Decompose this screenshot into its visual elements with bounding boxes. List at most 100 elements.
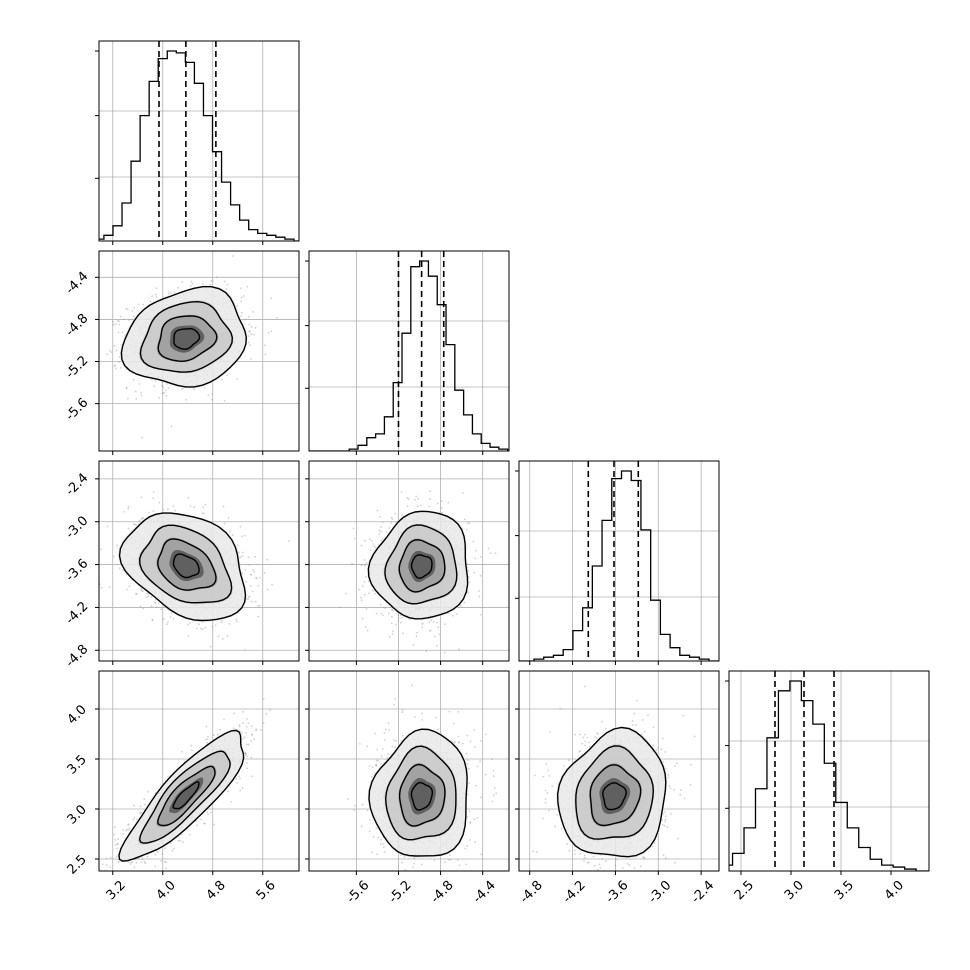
contour-line	[139, 300, 234, 373]
scatter-point	[123, 318, 125, 321]
scatter-point	[242, 737, 244, 740]
scatter-point	[248, 323, 251, 326]
scatter-point	[440, 500, 443, 503]
scatter-point	[204, 738, 207, 741]
scatter-point	[201, 628, 204, 631]
scatter-point	[158, 501, 161, 504]
scatter-point	[132, 818, 135, 821]
scatter-point	[397, 614, 400, 617]
scatter-point	[245, 732, 248, 734]
scatter-point	[479, 613, 482, 616]
scatter-point	[257, 605, 259, 607]
scatter-point	[247, 596, 250, 599]
scatter-point	[154, 601, 156, 604]
scatter-point	[435, 621, 438, 624]
scatter-point	[401, 514, 404, 517]
scatter-point	[406, 505, 409, 507]
scatter-point	[187, 623, 189, 626]
scatter-point	[217, 733, 219, 736]
scatter-point	[166, 383, 169, 385]
scatter-point	[96, 343, 98, 345]
scatter-point	[202, 283, 205, 286]
scatter-point	[473, 571, 476, 574]
scatter-point	[392, 630, 394, 632]
histogram-step	[99, 50, 299, 241]
scatter-point	[116, 544, 118, 547]
scatter-point	[140, 392, 142, 394]
scatter-point	[70, 341, 72, 343]
scatter-point	[248, 330, 251, 333]
scatter-point	[154, 380, 157, 383]
scatter-point	[444, 623, 446, 626]
scatter-point	[106, 525, 109, 528]
scatter-point	[236, 620, 238, 623]
scatter-point	[127, 505, 130, 508]
scatter-point	[394, 512, 397, 515]
scatter-point	[187, 634, 190, 637]
scatter-point	[191, 749, 193, 752]
scatter-point	[400, 491, 403, 494]
scatter-point	[223, 522, 226, 525]
scatter-point	[189, 622, 192, 624]
scatter-point	[400, 616, 403, 619]
scatter-point	[270, 297, 273, 300]
scatter-point	[254, 326, 257, 329]
grid	[309, 251, 509, 451]
scatter-point	[240, 300, 242, 303]
scatter-point	[395, 521, 397, 523]
scatter-point	[388, 527, 391, 529]
scatter-point	[127, 507, 130, 510]
scatter-point	[369, 549, 372, 552]
scatter-point	[138, 383, 141, 385]
contour-line	[367, 510, 469, 620]
scatter-point	[458, 648, 460, 651]
panel-frame	[308, 460, 510, 662]
scatter-point	[142, 516, 144, 519]
scatter-point	[276, 316, 278, 319]
scatter-point	[365, 562, 368, 564]
panel-frame	[98, 250, 300, 452]
scatter-point	[240, 287, 242, 290]
scatter-point	[447, 501, 450, 504]
scatter-point	[189, 833, 191, 836]
scatter-point	[379, 515, 382, 518]
scatter-point	[203, 386, 206, 389]
scatter-point	[472, 540, 475, 543]
scatter-point	[181, 750, 183, 753]
scatter-point	[437, 626, 440, 629]
scatter-point	[371, 589, 374, 592]
scatter-point	[127, 824, 130, 826]
scatter-point	[181, 281, 184, 283]
scatter-point	[192, 388, 195, 391]
scatter-point	[399, 621, 402, 624]
scatter-point	[225, 374, 228, 377]
scatter-point	[267, 331, 270, 334]
scatter-point	[152, 491, 155, 493]
scatter-point	[238, 551, 240, 554]
scatter-point	[242, 722, 244, 725]
scatter-point	[416, 631, 418, 634]
scatter-point	[247, 598, 250, 600]
scatter-point	[170, 425, 173, 428]
scatter-point	[247, 341, 250, 344]
scatter-point	[193, 506, 196, 509]
scatter-point	[475, 549, 478, 552]
scatter-point	[380, 525, 383, 528]
scatter-point	[263, 344, 266, 347]
scatter-point	[113, 365, 116, 368]
scatter-point	[131, 861, 134, 863]
scatter-point	[368, 592, 371, 595]
panel-frame	[98, 460, 300, 662]
scatter-point	[161, 392, 164, 395]
scatter-point	[223, 280, 226, 283]
scatter-point	[111, 320, 114, 323]
scatter-point	[248, 344, 251, 347]
scatter-point	[250, 358, 252, 360]
scatter-point	[397, 617, 400, 620]
scatter-point	[141, 856, 143, 859]
scatter-point	[467, 569, 470, 572]
scatter-point	[353, 537, 356, 540]
density-shading	[117, 512, 247, 623]
pair-panel-2-0	[95, 460, 300, 665]
scatter-point	[390, 516, 393, 519]
